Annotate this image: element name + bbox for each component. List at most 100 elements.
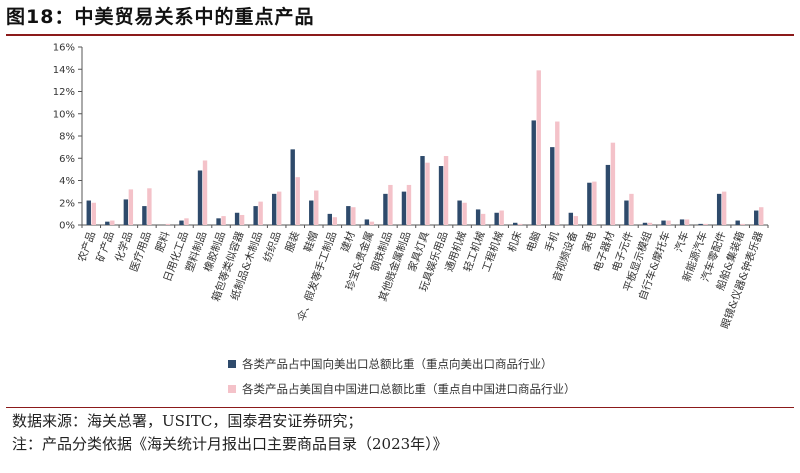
legend-swatch-us-import bbox=[228, 385, 236, 393]
bar-china-export-share bbox=[494, 212, 499, 225]
y-tick-label: 14% bbox=[53, 65, 75, 76]
bar-china-export-share bbox=[401, 191, 407, 225]
bar-china-export-share bbox=[661, 220, 666, 225]
bar-us-import-share bbox=[258, 201, 263, 225]
bar-china-export-share bbox=[253, 206, 258, 225]
bar-china-export-share bbox=[624, 200, 629, 225]
bar-china-export-share bbox=[642, 222, 648, 225]
bar-china-export-share bbox=[735, 220, 740, 225]
bar-us-import-share bbox=[518, 223, 523, 225]
bar-us-import-share bbox=[555, 121, 560, 225]
bar-china-export-share bbox=[271, 193, 277, 225]
y-tick-label: 8% bbox=[59, 132, 75, 143]
bar-china-export-share bbox=[142, 206, 147, 225]
bar-china-export-share bbox=[587, 182, 592, 225]
bar-china-export-share bbox=[364, 219, 370, 225]
bar-china-export-share bbox=[309, 200, 314, 225]
category-label: 鞋帽 bbox=[301, 230, 320, 254]
y-tick-label: 0% bbox=[59, 221, 75, 232]
bar-china-export-share bbox=[179, 220, 184, 225]
bar-china-export-share bbox=[86, 200, 91, 225]
bar-us-import-share bbox=[610, 142, 616, 225]
bar-us-import-share bbox=[406, 184, 412, 225]
bar-china-export-share bbox=[568, 212, 574, 225]
bar-us-import-share bbox=[276, 191, 282, 225]
bar-china-export-share bbox=[420, 156, 425, 225]
bar-us-import-share bbox=[91, 202, 96, 225]
classification-note: 注：产品分类依据《海关统计月报出口主要商品目录（2023年）》 bbox=[12, 435, 448, 453]
bar-china-export-share bbox=[550, 147, 555, 225]
bar-china-export-share bbox=[679, 219, 685, 225]
bar-us-import-share bbox=[629, 193, 634, 225]
y-tick-label: 6% bbox=[59, 154, 75, 165]
bar-us-import-share bbox=[295, 177, 300, 225]
bar-us-import-share bbox=[536, 70, 541, 225]
bar-china-export-share bbox=[698, 223, 703, 225]
y-tick-label: 12% bbox=[53, 87, 75, 98]
bar-china-export-share bbox=[123, 199, 129, 225]
bar-china-export-share bbox=[457, 200, 462, 225]
title-divider bbox=[6, 34, 794, 36]
bar-us-import-share bbox=[184, 218, 189, 225]
category-label: 机床 bbox=[505, 229, 525, 254]
bar-us-import-share bbox=[332, 217, 337, 225]
figure-title: 图18：中美贸易关系中的重点产品 bbox=[6, 6, 315, 28]
bar-china-export-share bbox=[383, 193, 388, 225]
bar-china-export-share bbox=[105, 221, 110, 225]
bar-china-export-share bbox=[438, 166, 444, 225]
bar-us-import-share bbox=[165, 223, 171, 225]
bar-china-export-share bbox=[197, 170, 203, 225]
bar-us-import-share bbox=[759, 207, 764, 225]
bar-us-import-share bbox=[314, 190, 319, 225]
y-tick-label: 4% bbox=[59, 176, 75, 187]
bar-us-import-share bbox=[388, 184, 393, 225]
bar-us-import-share bbox=[239, 214, 245, 225]
bar-us-import-share bbox=[647, 222, 653, 225]
category-label: 建材 bbox=[338, 229, 358, 254]
bar-us-import-share bbox=[128, 189, 134, 225]
bar-us-import-share bbox=[351, 207, 356, 225]
bar-us-import-share bbox=[110, 220, 115, 225]
bar-china-export-share bbox=[605, 164, 611, 225]
category-label: 服装 bbox=[283, 229, 303, 254]
y-tick-label: 16% bbox=[53, 43, 75, 54]
bar-china-export-share bbox=[234, 212, 240, 225]
bar-us-import-share bbox=[369, 221, 375, 225]
bar-us-import-share bbox=[462, 202, 467, 225]
legend-swatch-china-export bbox=[228, 360, 236, 368]
bar-us-import-share bbox=[147, 188, 152, 225]
bar-china-export-share bbox=[475, 209, 481, 225]
legend-label-us-import: 各类产品占美国自中国进口总额比重（重点自中国进口商品行业） bbox=[242, 382, 576, 396]
bar-china-export-share bbox=[327, 213, 332, 225]
footer-divider bbox=[6, 407, 794, 408]
bar-china-export-share bbox=[531, 120, 536, 225]
bar-china-export-share bbox=[716, 193, 722, 225]
bar-china-export-share bbox=[290, 149, 295, 225]
bar-us-import-share bbox=[703, 223, 708, 225]
bar-us-import-share bbox=[202, 160, 208, 225]
bar-us-import-share bbox=[592, 181, 597, 225]
bar-us-import-share bbox=[684, 219, 690, 225]
legend-label-china-export: 各类产品占中国向美出口总额比重（重点向美出口商品行业） bbox=[242, 357, 553, 371]
bar-china-export-share bbox=[754, 210, 759, 225]
bar-china-export-share bbox=[216, 218, 221, 225]
category-label: 家电 bbox=[579, 229, 599, 254]
data-source-note: 数据来源：海关总署，USITC，国泰君安证券研究； bbox=[12, 412, 363, 430]
bar-us-import-share bbox=[573, 216, 579, 225]
bar-china-export-share bbox=[513, 222, 518, 225]
y-tick-label: 10% bbox=[53, 109, 75, 120]
bar-us-import-share bbox=[221, 216, 226, 225]
bar-us-import-share bbox=[443, 156, 449, 225]
category-label: 电脑 bbox=[524, 230, 543, 254]
category-label: 肥料 bbox=[153, 229, 173, 254]
bar-china-export-share bbox=[346, 206, 351, 225]
category-label: 汽车 bbox=[672, 230, 691, 254]
bar-us-import-share bbox=[425, 162, 430, 225]
y-tick-label: 2% bbox=[59, 198, 75, 209]
bar-us-import-share bbox=[721, 191, 727, 225]
category-label: 手机 bbox=[542, 229, 562, 254]
bar-us-import-share bbox=[499, 210, 504, 225]
bar-us-import-share bbox=[740, 223, 745, 225]
bar-us-import-share bbox=[666, 220, 671, 225]
